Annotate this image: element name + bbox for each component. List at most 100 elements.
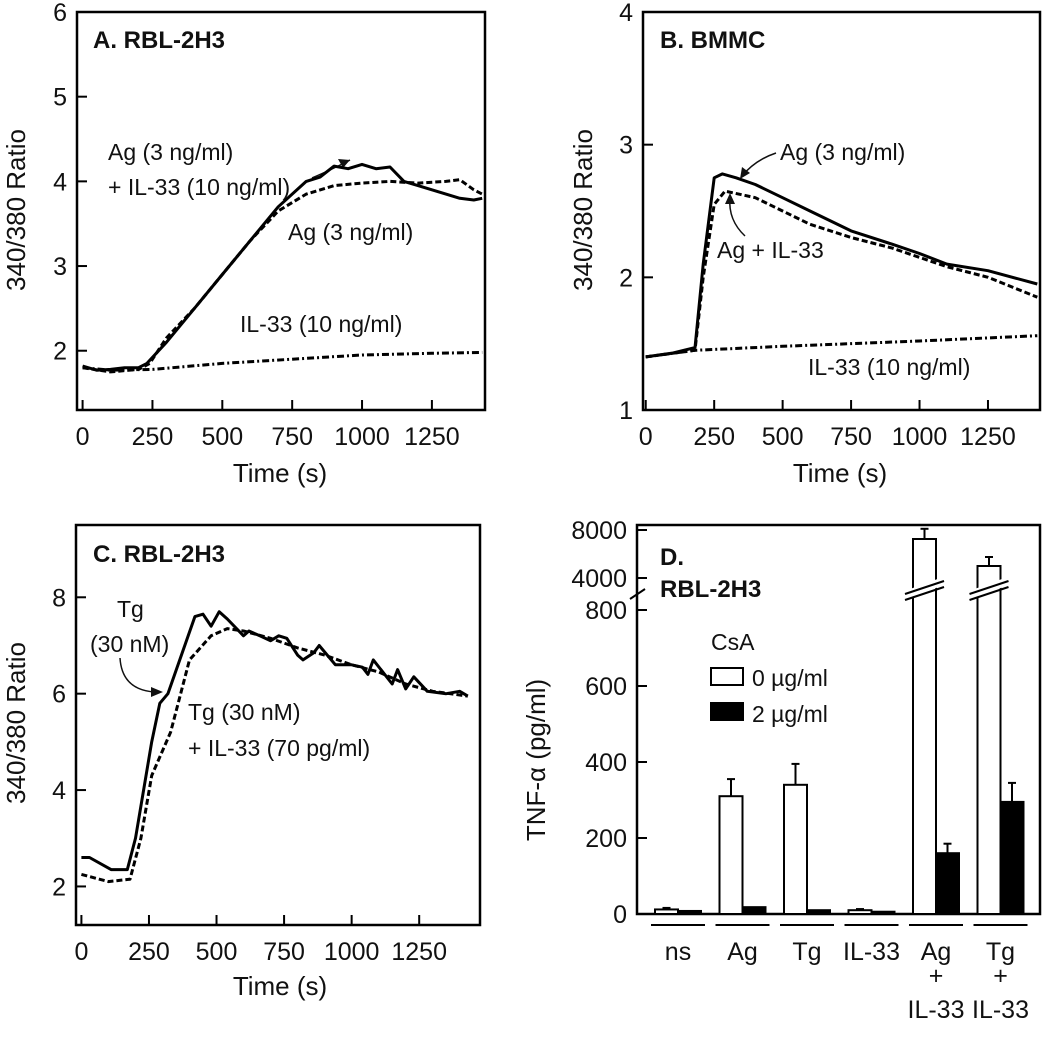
panel-c-xtick-label: 500 (196, 938, 238, 966)
panel-c-xtick-label: 250 (128, 938, 170, 966)
panel-a-annotation: Ag (3 ng/ml) (108, 139, 233, 165)
bar-1 (935, 852, 960, 916)
legend-swatch-1 (710, 702, 744, 721)
category-label: Ag (727, 938, 758, 966)
panel-d-title: D. (660, 544, 684, 571)
legend-label-1: 2 µg/ml (752, 701, 828, 727)
bar-0 (783, 783, 808, 915)
panel-b-ytick-label: 1 (619, 397, 633, 425)
panel-c-annotation: Tg (117, 596, 144, 622)
panel-c-annotation: Tg (30 nM) (188, 699, 300, 725)
panel-a-ytick-label: 6 (53, 0, 67, 27)
panel-b-annotation: Ag (3 ng/ml) (780, 139, 905, 165)
panel-c-xtick-label: 1250 (391, 938, 447, 966)
panel-b-xlabel: Time (s) (793, 458, 887, 488)
bar-0 (718, 795, 744, 916)
panel-a-xtick-label: 500 (201, 423, 243, 451)
panel-c-title: C. RBL-2H3 (93, 541, 225, 568)
category-label: ns (665, 938, 691, 966)
bar-break-mark (969, 586, 1009, 601)
bar-0 (976, 565, 1002, 915)
panel-c-xtick-label: 0 (74, 938, 88, 966)
legend-title: CsA (711, 629, 755, 655)
panel-c-ylabel: 340/380 Ratio (1, 642, 31, 804)
panel-b-frame (641, 10, 1042, 412)
panel-b-arrowhead (725, 193, 735, 204)
panel-a-arrowhead (338, 159, 350, 168)
category-label: + (993, 962, 1008, 990)
panel-a-ylabel: 340/380 Ratio (1, 129, 31, 291)
panel-a-ytick-label: 2 (53, 338, 67, 366)
category-label: IL-33 (843, 938, 900, 966)
panel-b-series-line-2 (645, 334, 1038, 359)
panel-d-ytick-label: 200 (585, 825, 627, 853)
panel-b-xtick-label: 500 (762, 423, 804, 451)
panel-c-frame (74, 523, 482, 927)
panel-c-series-line-0 (81, 610, 469, 872)
category-label: Tg (792, 938, 821, 966)
category-label: Ag (921, 938, 952, 966)
panel-d-ytick-label: 4000 (571, 565, 627, 593)
panel-b-ytick-label: 4 (619, 0, 633, 27)
panel-a-annotation: IL-33 (10 ng/ml) (240, 311, 402, 337)
panel-a-xlabel: Time (s) (233, 458, 327, 488)
panel-c-series-line-1 (81, 627, 469, 884)
panel-c-ytick-label: 6 (52, 681, 66, 709)
panel-c-xtick-label: 1000 (324, 938, 380, 966)
panel-b-ytick-label: 2 (619, 264, 633, 292)
panel-c-ytick-label: 2 (52, 873, 66, 901)
bar-1 (999, 800, 1025, 916)
axis-break-mark (629, 588, 646, 600)
panel-b: B. BMMC Time (s) 340/380 Ratio Ag (3 ng/… (568, 27, 970, 488)
panel-a-annotation: + IL-33 (10 ng/ml) (108, 174, 290, 200)
panel-a-title: A. RBL-2H3 (93, 27, 225, 54)
panel-c-arrowhead (151, 687, 163, 697)
panel-b-xtick-label: 750 (830, 423, 872, 451)
panel-b-ylabel: 340/380 Ratio (568, 129, 598, 291)
panel-b-annotation: IL-33 (10 ng/ml) (808, 354, 970, 380)
bar-0 (847, 909, 873, 916)
panel-d-ytick-label: 600 (585, 673, 627, 701)
panel-a-series-line-1 (82, 178, 483, 374)
panel-c-xtick-label: 750 (263, 938, 305, 966)
panel-a: A. RBL-2H3 Time (s) 340/380 Ratio Ag (3 … (1, 27, 413, 488)
bar-break-mark (904, 586, 945, 601)
panel-d-subtitle: RBL-2H3 (660, 576, 761, 603)
panel-a-xtick-label: 250 (132, 423, 174, 451)
panel-d: D. RBL-2H3 TNF-α (pg/ml) CsA 0 µg/ml 2 µ… (521, 544, 828, 841)
panel-a-xtick-label: 0 (76, 423, 90, 451)
bar-break-mark (904, 580, 945, 595)
panel-b-annotation: Ag + IL-33 (717, 237, 824, 263)
panel-a-xtick-label: 750 (271, 423, 313, 451)
bar-1 (806, 909, 831, 916)
panel-b-xtick-label: 250 (693, 423, 735, 451)
panel-b-xtick-label: 1000 (892, 423, 948, 451)
panel-c-annotation: + IL-33 (70 pg/ml) (188, 735, 370, 761)
legend-swatch-0 (710, 667, 744, 686)
panel-a-ytick-label: 5 (53, 84, 67, 112)
panel-d-ytick-label: 800 (585, 597, 627, 625)
category-label: IL-33 (972, 996, 1029, 1024)
panel-d-ytick-label: 0 (613, 901, 627, 929)
panel-b-ytick-label: 3 (619, 132, 633, 160)
panel-a-frame (75, 10, 487, 412)
panel-b-xtick-label: 0 (639, 423, 653, 451)
panel-d-ytick-label: 400 (585, 749, 627, 777)
bar-1 (677, 909, 702, 916)
panel-a-xtick-label: 1000 (334, 423, 390, 451)
panel-d-ytick-label: 8000 (571, 517, 627, 545)
panel-b-xtick-label: 1250 (960, 423, 1016, 451)
panel-c-ytick-label: 8 (52, 584, 66, 612)
panel-d-ylabel: TNF-α (pg/ml) (521, 679, 551, 841)
category-label: Tg (986, 938, 1015, 966)
panel-a-series-line-2 (82, 350, 483, 372)
legend-label-0: 0 µg/ml (752, 665, 828, 691)
panel-a-ytick-label: 3 (53, 253, 67, 281)
panel-b-title: B. BMMC (660, 27, 765, 54)
panel-c: C. RBL-2H3 Time (s) 340/380 Ratio Tg (30… (1, 541, 370, 1001)
panel-a-annotation: Ag (3 ng/ml) (288, 219, 413, 245)
panel-a-xtick-label: 1250 (404, 423, 460, 451)
